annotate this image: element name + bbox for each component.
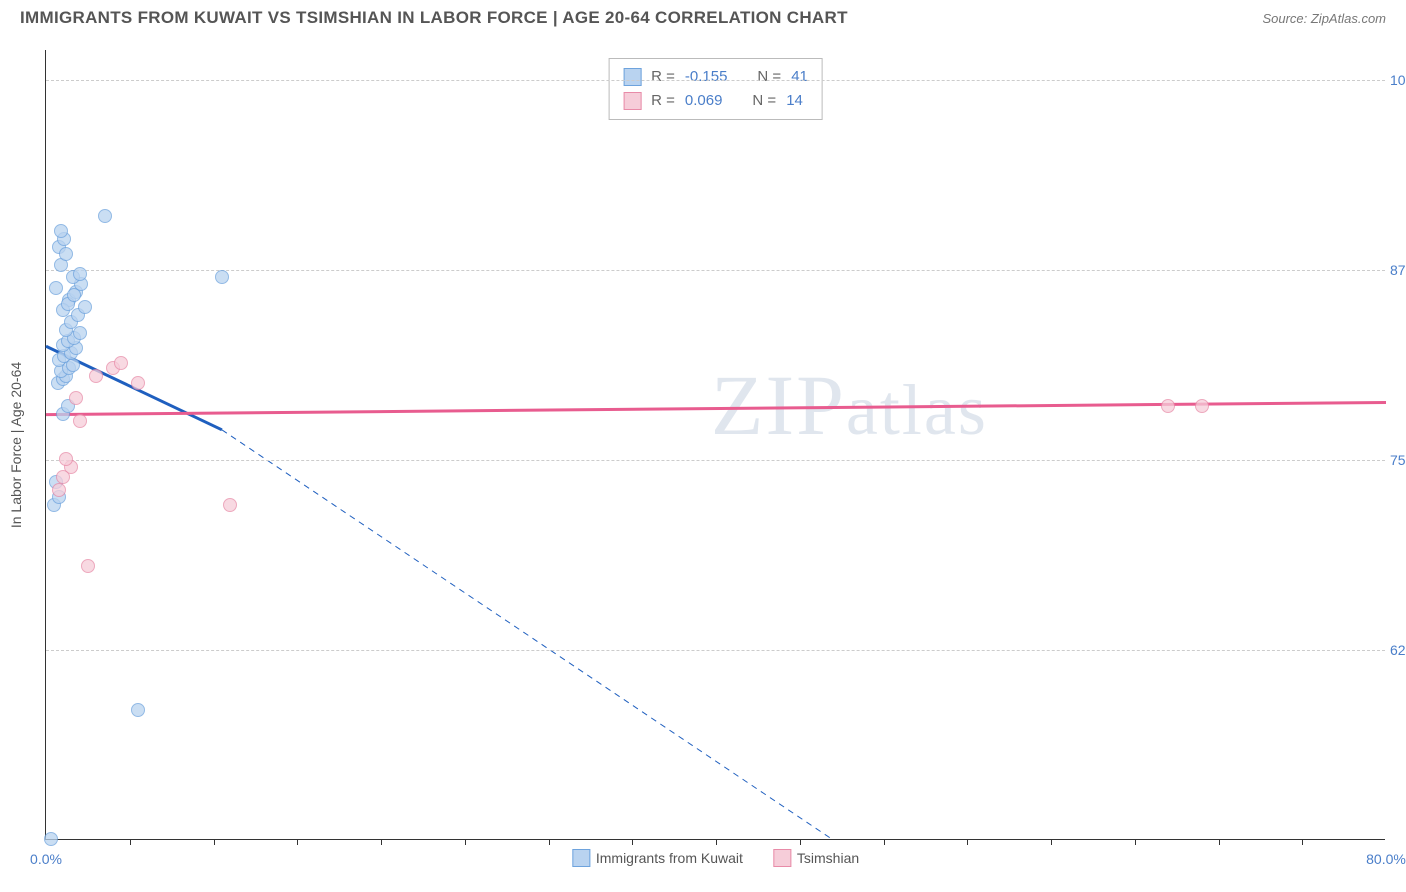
n-value: 41: [791, 65, 808, 89]
legend-swatch: [572, 849, 590, 867]
data-point: [114, 356, 128, 370]
x-tick: [549, 839, 550, 845]
data-point: [1161, 399, 1175, 413]
x-tick: [1135, 839, 1136, 845]
data-point: [49, 281, 63, 295]
data-point: [223, 498, 237, 512]
x-tick: [716, 839, 717, 845]
legend-swatch: [773, 849, 791, 867]
y-tick-label: 100.0%: [1390, 72, 1406, 88]
chart-source: Source: ZipAtlas.com: [1262, 11, 1386, 26]
data-point: [131, 376, 145, 390]
data-point: [73, 267, 87, 281]
scatter-chart: In Labor Force | Age 20-64 ZIPatlas R =-…: [45, 50, 1385, 840]
data-point: [54, 224, 68, 238]
x-tick-label: 80.0%: [1366, 851, 1406, 867]
x-tick: [297, 839, 298, 845]
y-tick-label: 62.5%: [1390, 642, 1406, 658]
trend-lines: [46, 50, 1385, 839]
x-tick: [381, 839, 382, 845]
correlation-legend: R =-0.155N =41R =0.069N =14: [608, 58, 823, 120]
series-legend: Immigrants from Kuwait Tsimshian: [572, 849, 859, 867]
gridline: [46, 80, 1385, 81]
legend-swatch: [623, 68, 641, 86]
data-point: [81, 559, 95, 573]
x-tick: [967, 839, 968, 845]
chart-header: IMMIGRANTS FROM KUWAIT VS TSIMSHIAN IN L…: [0, 0, 1406, 32]
data-point: [44, 832, 58, 846]
y-tick-label: 87.5%: [1390, 262, 1406, 278]
legend-label: Immigrants from Kuwait: [596, 850, 743, 866]
x-tick: [130, 839, 131, 845]
x-tick: [1302, 839, 1303, 845]
data-point: [52, 483, 66, 497]
data-point: [73, 414, 87, 428]
data-point: [59, 452, 73, 466]
data-point: [69, 391, 83, 405]
legend-item: Immigrants from Kuwait: [572, 849, 743, 867]
gridline: [46, 460, 1385, 461]
y-axis-label: In Labor Force | Age 20-64: [8, 361, 24, 527]
data-point: [98, 209, 112, 223]
r-value: -0.155: [685, 65, 728, 89]
x-tick: [465, 839, 466, 845]
data-point: [89, 369, 103, 383]
legend-label: Tsimshian: [797, 850, 859, 866]
data-point: [215, 270, 229, 284]
r-label: R =: [651, 89, 675, 113]
x-tick: [1219, 839, 1220, 845]
correlation-row: R = 0.069 N = 14: [623, 89, 808, 113]
x-tick: [884, 839, 885, 845]
chart-title: IMMIGRANTS FROM KUWAIT VS TSIMSHIAN IN L…: [20, 8, 848, 28]
data-point: [59, 247, 73, 261]
watermark: ZIPatlas: [711, 355, 988, 455]
data-point: [1195, 399, 1209, 413]
r-value: 0.069: [685, 89, 723, 113]
x-tick: [800, 839, 801, 845]
data-point: [78, 300, 92, 314]
gridline: [46, 650, 1385, 651]
n-label: N =: [752, 89, 776, 113]
legend-item: Tsimshian: [773, 849, 859, 867]
gridline: [46, 270, 1385, 271]
data-point: [56, 470, 70, 484]
y-tick-label: 75.0%: [1390, 452, 1406, 468]
data-point: [67, 288, 81, 302]
correlation-row: R = -0.155 N = 41: [623, 65, 808, 89]
x-tick: [214, 839, 215, 845]
r-label: R =: [651, 65, 675, 89]
x-tick: [1051, 839, 1052, 845]
x-tick: [632, 839, 633, 845]
n-value: 14: [786, 89, 803, 113]
x-tick-label: 0.0%: [30, 851, 62, 867]
data-point: [131, 703, 145, 717]
legend-swatch: [623, 92, 641, 110]
n-label: N =: [757, 65, 781, 89]
